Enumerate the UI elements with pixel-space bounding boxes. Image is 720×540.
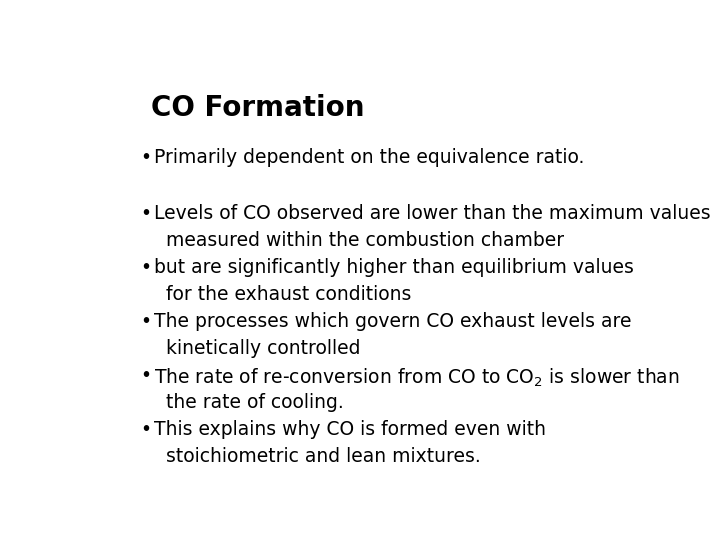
Text: •: • bbox=[140, 312, 151, 331]
Text: The processes which govern CO exhaust levels are: The processes which govern CO exhaust le… bbox=[154, 312, 631, 331]
Text: for the exhaust conditions: for the exhaust conditions bbox=[154, 285, 412, 304]
Text: The rate of re-conversion from CO to CO$_2$ is slower than: The rate of re-conversion from CO to CO$… bbox=[154, 366, 680, 389]
Text: kinetically controlled: kinetically controlled bbox=[154, 339, 361, 358]
Text: •: • bbox=[140, 258, 151, 277]
Text: but are significantly higher than equilibrium values: but are significantly higher than equili… bbox=[154, 258, 634, 277]
Text: Primarily dependent on the equivalence ratio.: Primarily dependent on the equivalence r… bbox=[154, 148, 585, 167]
Text: •: • bbox=[140, 420, 151, 440]
Text: measured within the combustion chamber: measured within the combustion chamber bbox=[154, 231, 564, 250]
Text: This explains why CO is formed even with: This explains why CO is formed even with bbox=[154, 420, 546, 440]
Text: CO Formation: CO Formation bbox=[151, 94, 365, 122]
Text: •: • bbox=[140, 148, 151, 167]
Text: Levels of CO observed are lower than the maximum values: Levels of CO observed are lower than the… bbox=[154, 204, 711, 223]
Text: stoichiometric and lean mixtures.: stoichiometric and lean mixtures. bbox=[154, 447, 481, 467]
Text: •: • bbox=[140, 366, 151, 385]
Text: the rate of cooling.: the rate of cooling. bbox=[154, 393, 344, 412]
Text: •: • bbox=[140, 204, 151, 223]
